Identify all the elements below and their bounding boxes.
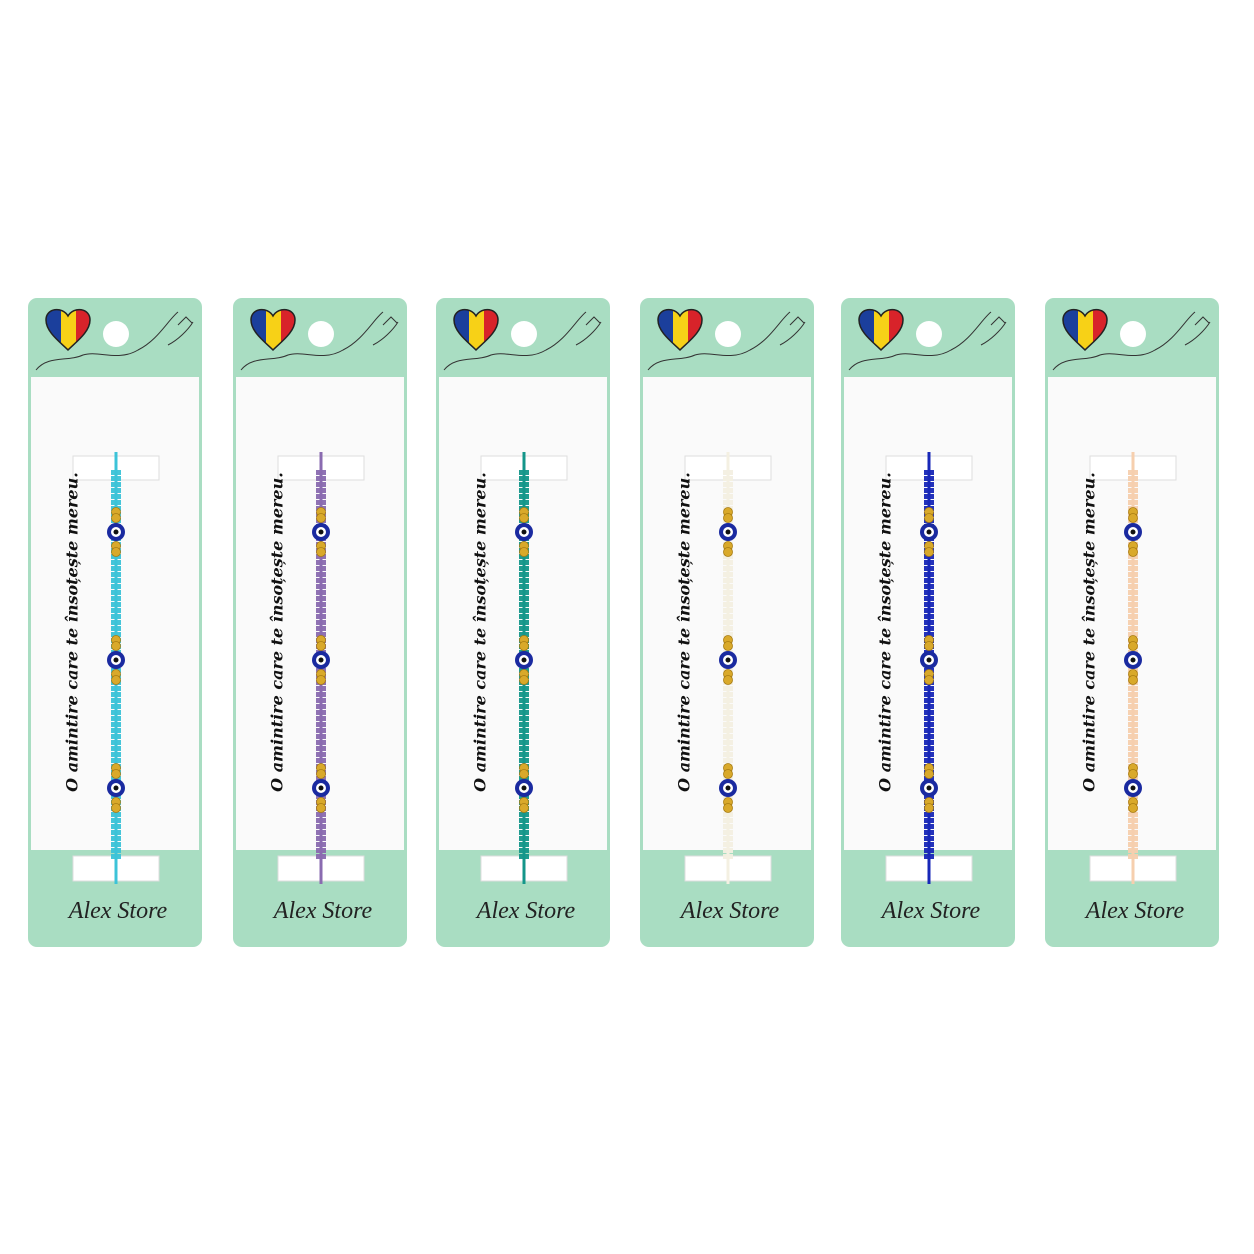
gold-bead [723, 547, 733, 557]
gold-bead [1128, 803, 1138, 813]
gold-bead [519, 547, 529, 557]
brand-name: Alex Store [679, 898, 780, 924]
gold-bead [111, 641, 121, 651]
gold-bead [1128, 675, 1138, 685]
gift-card: O amintire care te însoțește mereu. Alex … [436, 298, 610, 947]
tagline: O amintire care te însoțește mereu. [1080, 472, 1099, 792]
flag-yellow [469, 309, 484, 351]
evil-eye-pupil [113, 529, 119, 535]
gold-bead [723, 675, 733, 685]
brand-name: Alex Store [880, 898, 981, 924]
gold-bead [723, 513, 733, 523]
doodle [848, 311, 1007, 371]
gold-bead [316, 547, 326, 557]
gift-card: O amintire care te însoțește mereu. Alex … [28, 298, 202, 947]
gold-bead [924, 675, 934, 685]
evil-eye-pupil [1130, 785, 1136, 791]
gold-bead [723, 803, 733, 813]
gold-bead [1128, 547, 1138, 557]
gold-bead [316, 769, 326, 779]
gold-bead [316, 675, 326, 685]
gold-bead [316, 641, 326, 651]
gold-bead [316, 803, 326, 813]
evil-eye-pupil [521, 529, 527, 535]
doodle [647, 311, 806, 371]
hang-hole [308, 321, 334, 347]
gift-card: O amintire care te însoțește mereu. Alex … [1045, 298, 1219, 947]
gold-bead [519, 513, 529, 523]
gold-bead [111, 547, 121, 557]
gold-bead [519, 803, 529, 813]
doodle [35, 311, 194, 371]
evil-eye-pupil [113, 657, 119, 663]
doodle [443, 311, 602, 371]
brand-name: Alex Store [67, 898, 168, 924]
gift-card: O amintire care te însoțește mereu. Alex … [640, 298, 814, 947]
evil-eye-pupil [1130, 657, 1136, 663]
hang-hole [103, 321, 129, 347]
evil-eye-pupil [318, 529, 324, 535]
gold-bead [111, 769, 121, 779]
brand-name: Alex Store [272, 898, 373, 924]
evil-eye-pupil [926, 529, 932, 535]
gold-bead [924, 803, 934, 813]
evil-eye-pupil [725, 657, 731, 663]
brand-name: Alex Store [475, 898, 576, 924]
gift-card: O amintire care te însoțește mereu. Alex … [233, 298, 407, 947]
evil-eye-pupil [318, 657, 324, 663]
evil-eye-pupil [926, 657, 932, 663]
heart-outline [250, 308, 296, 352]
heart-outline [1062, 308, 1108, 352]
evil-eye-pupil [521, 785, 527, 791]
heart-outline [657, 308, 703, 352]
brand-name: Alex Store [1084, 898, 1185, 924]
flag-yellow [1078, 309, 1093, 351]
evil-eye-pupil [725, 529, 731, 535]
evil-eye-pupil [113, 785, 119, 791]
hang-hole [511, 321, 537, 347]
gold-bead [924, 769, 934, 779]
evil-eye-pupil [725, 785, 731, 791]
gift-card: O amintire care te însoțește mereu. Alex … [841, 298, 1015, 947]
flag-yellow [61, 309, 76, 351]
evil-eye-pupil [1130, 529, 1136, 535]
gold-bead [519, 641, 529, 651]
evil-eye-pupil [318, 785, 324, 791]
gold-bead [1128, 641, 1138, 651]
flag-yellow [874, 309, 889, 351]
gold-bead [111, 803, 121, 813]
tagline: O amintire care te însoțește mereu. [471, 472, 490, 792]
gold-bead [519, 769, 529, 779]
flag-yellow [266, 309, 281, 351]
flag-yellow [673, 309, 688, 351]
heart-outline [858, 308, 904, 352]
gold-bead [1128, 513, 1138, 523]
gold-bead [924, 641, 934, 651]
heart-outline [453, 308, 499, 352]
gold-bead [316, 513, 326, 523]
gold-bead [519, 675, 529, 685]
doodle [240, 311, 399, 371]
tagline: O amintire care te însoțește mereu. [675, 472, 694, 792]
gold-bead [924, 513, 934, 523]
gold-bead [924, 547, 934, 557]
evil-eye-pupil [521, 657, 527, 663]
doodle [1052, 311, 1211, 371]
hang-hole [715, 321, 741, 347]
tagline: O amintire care te însoțește mereu. [63, 472, 82, 792]
gold-bead [111, 513, 121, 523]
gold-bead [1128, 769, 1138, 779]
heart-outline [45, 308, 91, 352]
gold-bead [111, 675, 121, 685]
tagline: O amintire care te însoțește mereu. [876, 472, 895, 792]
gold-bead [723, 769, 733, 779]
evil-eye-pupil [926, 785, 932, 791]
hang-hole [916, 321, 942, 347]
hang-hole [1120, 321, 1146, 347]
tagline: O amintire care te însoțește mereu. [268, 472, 287, 792]
gold-bead [723, 641, 733, 651]
